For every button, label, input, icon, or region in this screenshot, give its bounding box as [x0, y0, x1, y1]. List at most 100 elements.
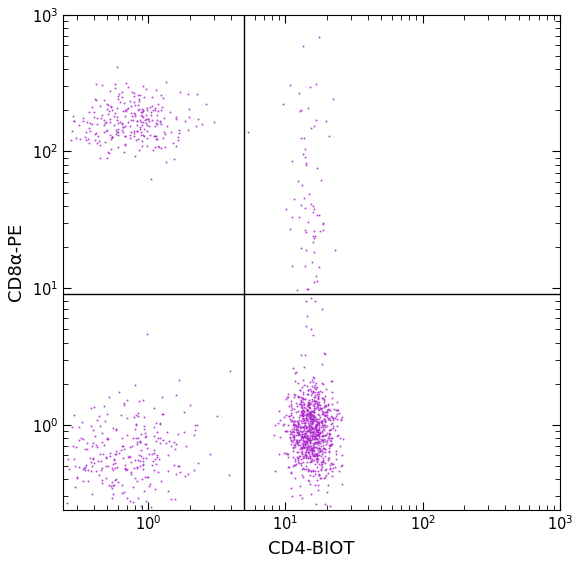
Point — [274, 449, 283, 458]
Point — [315, 263, 324, 272]
Point — [298, 433, 307, 442]
Point — [148, 456, 157, 465]
Point — [295, 400, 305, 409]
Point — [72, 442, 81, 451]
Point — [302, 405, 311, 414]
Point — [311, 442, 320, 451]
Point — [129, 108, 139, 117]
Point — [302, 382, 311, 391]
Point — [298, 446, 307, 455]
Point — [299, 405, 308, 414]
Point — [152, 119, 161, 128]
Point — [189, 431, 198, 440]
Point — [311, 425, 321, 434]
Point — [295, 427, 305, 436]
Point — [314, 433, 324, 442]
Point — [143, 106, 152, 115]
Point — [120, 98, 129, 107]
Point — [145, 131, 154, 140]
Point — [117, 125, 126, 134]
Point — [316, 473, 325, 483]
Point — [299, 416, 308, 425]
Point — [309, 408, 318, 417]
Point — [303, 415, 312, 424]
Point — [300, 449, 310, 458]
Point — [303, 438, 312, 447]
Point — [295, 431, 305, 440]
Point — [137, 104, 147, 113]
Point — [314, 406, 324, 415]
Point — [293, 423, 303, 432]
Point — [148, 105, 158, 114]
Point — [309, 433, 318, 442]
Point — [313, 454, 322, 463]
Point — [149, 445, 158, 454]
Point — [306, 411, 316, 420]
Point — [313, 437, 322, 446]
Point — [106, 130, 115, 139]
Point — [324, 414, 334, 423]
Point — [316, 386, 325, 396]
Point — [301, 465, 310, 474]
Point — [304, 436, 313, 445]
Point — [69, 116, 78, 125]
Point — [300, 417, 310, 426]
Point — [270, 467, 280, 476]
Point — [140, 432, 150, 441]
Point — [121, 460, 130, 469]
Point — [305, 416, 314, 425]
Point — [312, 463, 321, 472]
Point — [120, 111, 129, 120]
Point — [281, 411, 291, 420]
Point — [107, 463, 117, 472]
Point — [173, 429, 183, 438]
Point — [291, 421, 300, 430]
Point — [96, 450, 105, 459]
Point — [306, 456, 316, 465]
Point — [153, 428, 162, 437]
Point — [306, 386, 316, 396]
Point — [299, 432, 308, 441]
Point — [301, 437, 310, 446]
Point — [147, 450, 157, 459]
Point — [130, 455, 140, 464]
Point — [139, 421, 148, 431]
Point — [318, 404, 327, 413]
Point — [117, 481, 126, 490]
Point — [282, 450, 292, 459]
Point — [336, 415, 345, 424]
Point — [163, 450, 172, 459]
Point — [209, 118, 219, 127]
Point — [148, 101, 157, 110]
Point — [317, 359, 327, 368]
Point — [310, 205, 319, 214]
Point — [301, 321, 310, 331]
Point — [296, 460, 306, 469]
Point — [326, 460, 335, 470]
Point — [296, 409, 306, 418]
Point — [155, 433, 164, 442]
Point — [296, 421, 305, 431]
Point — [298, 443, 307, 452]
Point — [305, 471, 314, 480]
Point — [150, 431, 159, 440]
Point — [152, 116, 161, 125]
Point — [318, 218, 327, 227]
Point — [316, 405, 325, 414]
Point — [140, 115, 150, 124]
Point — [319, 349, 328, 358]
Point — [300, 410, 309, 419]
Point — [321, 464, 331, 473]
Point — [295, 212, 304, 221]
Point — [301, 227, 310, 236]
Point — [314, 410, 323, 419]
Point — [150, 121, 160, 131]
Point — [337, 479, 346, 488]
Point — [147, 460, 157, 470]
Point — [137, 137, 147, 146]
Point — [111, 458, 120, 467]
Point — [299, 432, 309, 441]
Point — [287, 468, 296, 477]
Point — [288, 442, 298, 451]
Point — [107, 493, 117, 502]
